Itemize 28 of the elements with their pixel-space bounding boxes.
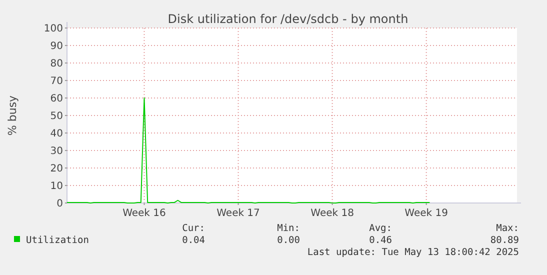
line-series [66,98,430,204]
text: 80.89 [490,235,520,246]
y-tick-label: 80 [50,58,63,70]
y-tick-label: 30 [50,146,63,157]
chart-title: Disk utilization for /dev/sdcb - by month [168,12,408,26]
text: Last update: Tue May 13 18:00:42 2025 [307,247,519,258]
x-tick-label: Week 16 [122,208,166,219]
x-tick-label: Week 19 [404,208,448,219]
text: Cur: [182,223,205,234]
x-tick-label: Week 17 [216,208,260,219]
y-tick-label: 60 [50,94,63,104]
y-tick-label: 70 [50,76,63,87]
legend-label: Utilization [26,235,89,246]
x-tick-label: Week 18 [310,208,354,219]
text: 0.00 [277,235,300,246]
text: Max: [496,223,519,234]
y-tick-label: 100 [44,24,63,34]
text: Avg: [369,223,392,234]
y-tick-label: 90 [50,41,63,52]
y-tick-label: 0 [56,198,63,210]
text: 0.46 [369,235,392,246]
text: Min: [277,223,300,234]
y-tick-label: 50 [50,111,63,122]
y-axis-title: % busy [6,94,19,136]
y-tick-label: 10 [50,181,63,192]
y-tick-label: 20 [50,164,63,174]
y-tick-label: 40 [50,128,63,140]
text: 0.04 [182,235,206,246]
